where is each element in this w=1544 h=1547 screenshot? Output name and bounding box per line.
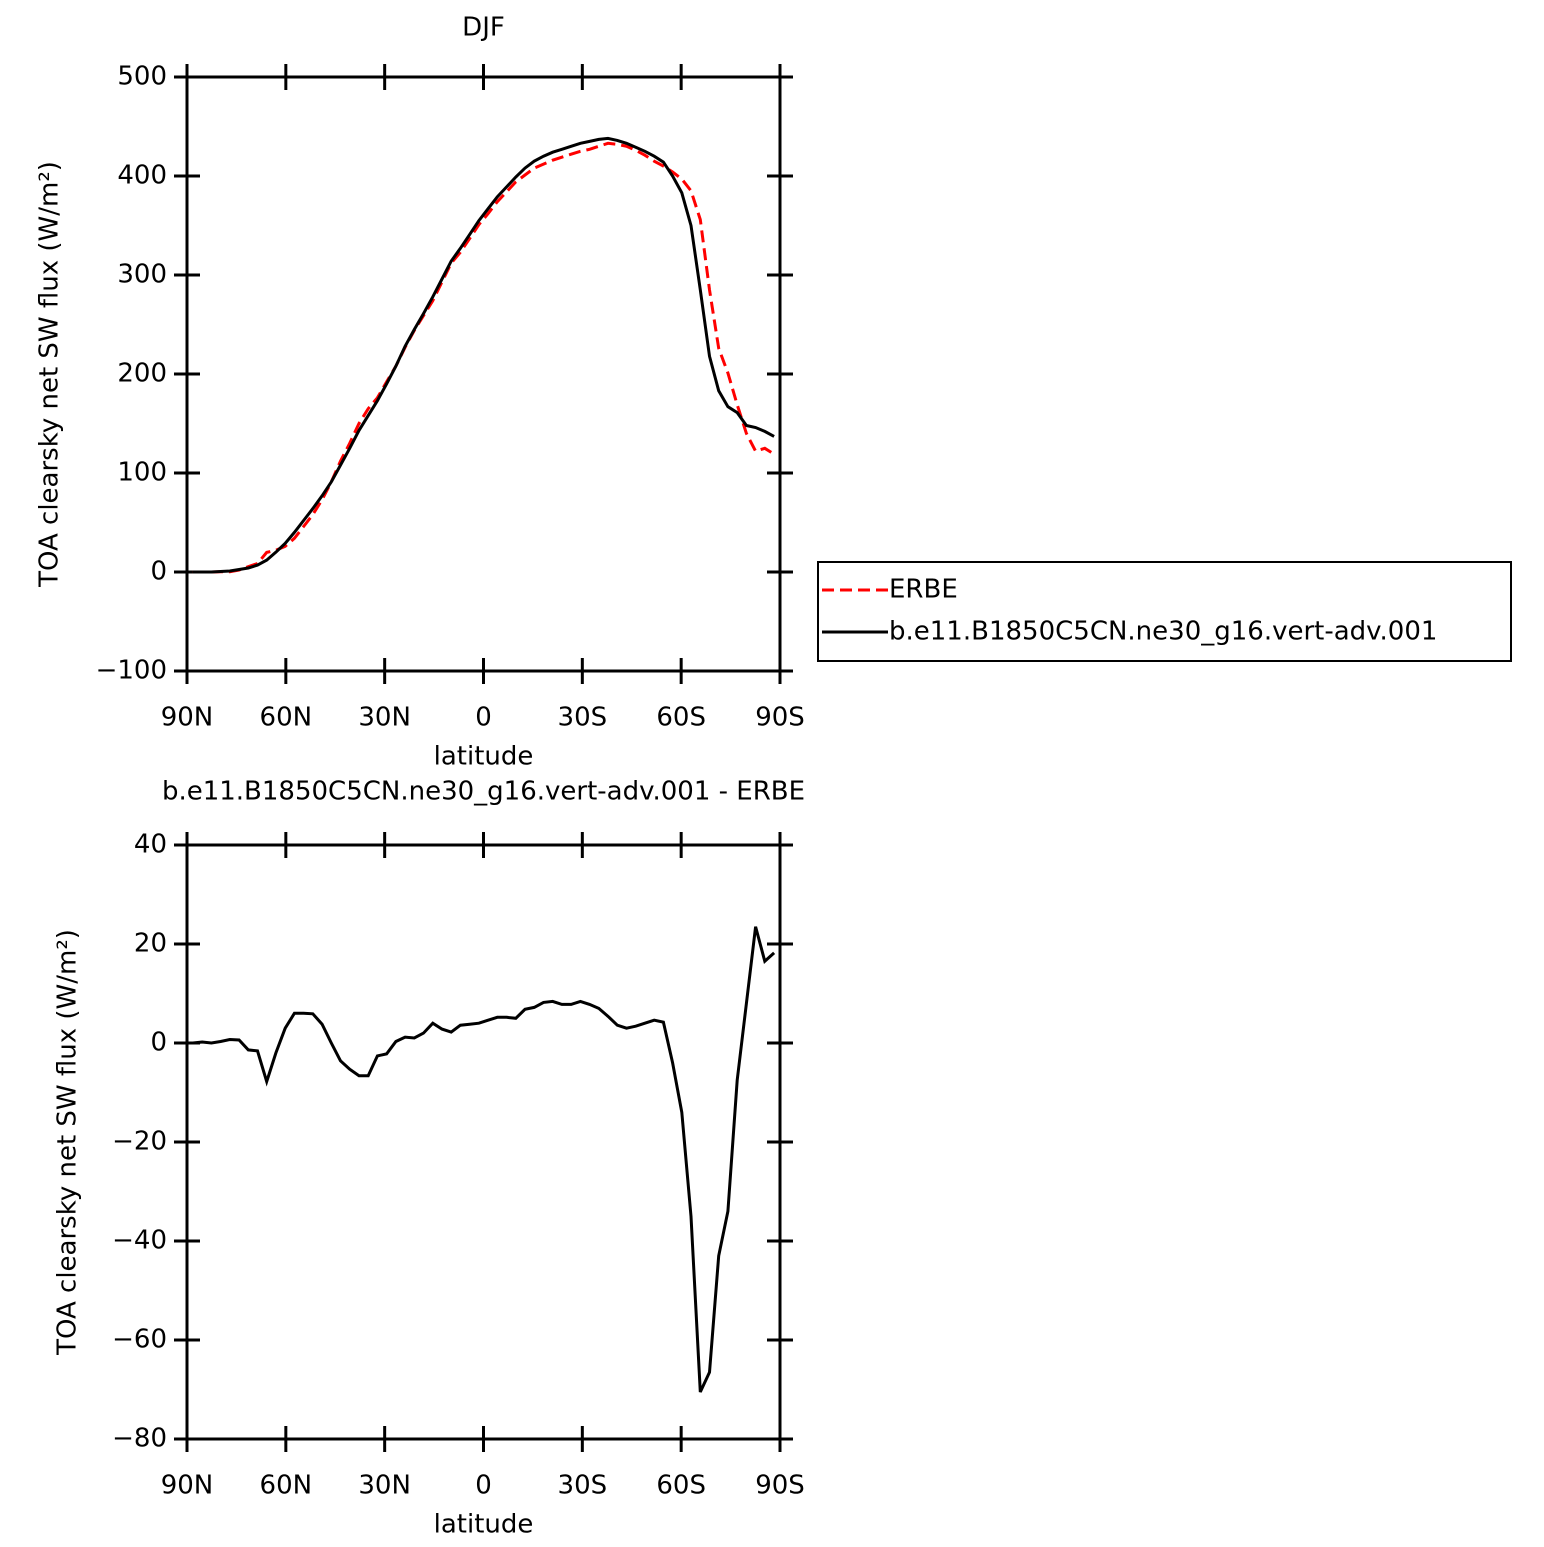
y-tick-label: 400 (117, 161, 167, 191)
y-tick-label: 20 (134, 929, 167, 959)
x-axis-label: latitude (434, 1510, 534, 1540)
x-tick-label: 0 (475, 1471, 492, 1501)
x-tick-label: 30N (358, 1471, 411, 1501)
y-axis-label: TOA clearsky net SW flux (W/m²) (53, 929, 83, 1356)
x-tick-label: 30S (558, 1471, 608, 1501)
x-tick-label: 90N (161, 703, 214, 733)
y-tick-label: 40 (134, 830, 167, 860)
y-tick-label: 300 (117, 260, 167, 290)
legend-label: b.e11.B1850C5CN.ne30_g16.vert-adv.001 (889, 617, 1437, 647)
y-tick-label: 200 (117, 359, 167, 389)
x-tick-label: 60N (260, 703, 313, 733)
x-tick-label: 0 (475, 703, 492, 733)
x-axis-label: latitude (434, 742, 534, 772)
y-tick-label: 0 (150, 557, 167, 587)
legend-box (817, 561, 1512, 662)
x-tick-label: 90S (755, 703, 805, 733)
legend-label: ERBE (889, 575, 958, 605)
x-tick-label: 90N (161, 1471, 214, 1501)
y-tick-label: −80 (112, 1424, 167, 1454)
chart-title: DJF (462, 13, 505, 43)
data-line (192, 136, 775, 574)
y-tick-label: 100 (117, 458, 167, 488)
data-line (192, 141, 775, 574)
y-axis-label: TOA clearsky net SW flux (W/m²) (35, 161, 65, 588)
y-tick-label: −40 (112, 1226, 167, 1256)
y-tick-label: −60 (112, 1325, 167, 1355)
x-tick-label: 30N (358, 703, 411, 733)
x-tick-label: 60S (656, 1471, 706, 1501)
x-tick-label: 60N (260, 1471, 313, 1501)
y-tick-label: −20 (112, 1127, 167, 1157)
x-tick-label: 60S (656, 703, 706, 733)
data-line (192, 926, 776, 1393)
y-tick-label: −100 (96, 656, 167, 686)
y-tick-label: 500 (117, 62, 167, 92)
x-tick-label: 30S (558, 703, 608, 733)
chart-title: b.e11.B1850C5CN.ne30_g16.vert-adv.001 - … (162, 777, 805, 807)
y-tick-label: 0 (150, 1028, 167, 1058)
x-tick-label: 90S (755, 1471, 805, 1501)
plot-frame (185, 843, 782, 1441)
plot-frame (185, 75, 782, 673)
